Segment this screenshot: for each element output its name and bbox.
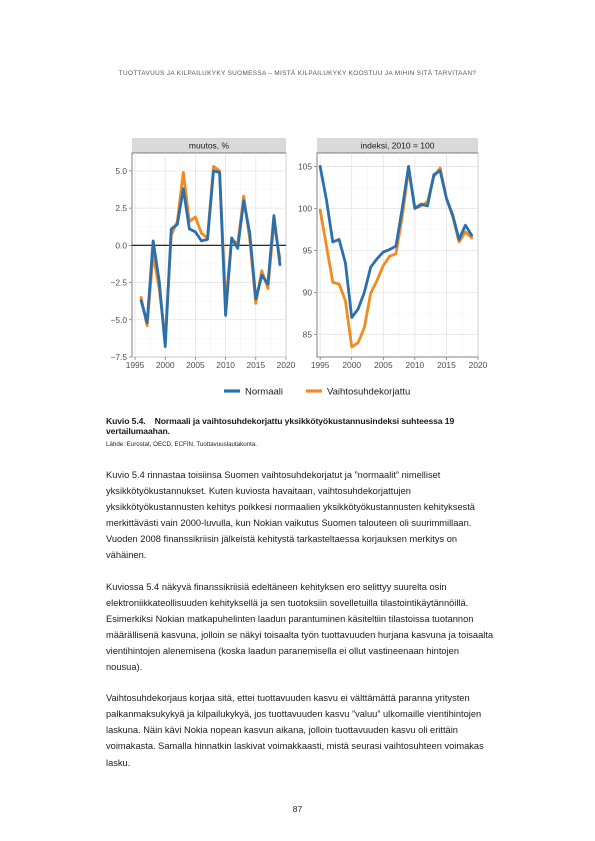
chart-panel-change: muutos, % 1995 2000 2005 2010 2015 2020 5.0 2.5… [110,138,296,370]
caption-text: Normaali ja vaihtosuhdekorjattu yksikköt… [106,416,455,436]
x-tick-label: 2005 [186,360,205,370]
body-paragraph: Kuvio 5.4 rinnastaa toisiinsa Suomen vai… [106,470,475,561]
plot-area [131,152,287,358]
caption-title: Kuvio 5.4. Normaali ja vaihtosuhdekorjatt… [106,416,506,436]
x-tick-label: 1995 [311,360,330,370]
body-paragraph: Kuviossa 5.4 näkyvä finanssikriisiä edel… [106,581,494,673]
body-paragraph: Vaihtosuhdekorjaus korjaa sitä, ettei tu… [106,693,484,768]
panel-title: muutos, % [189,141,230,151]
panel-strip [132,138,286,153]
figure-caption: Kuvio 5.4. Normaali ja vaihtosuhdekorjatt… [106,416,506,448]
x-tick-label: 2000 [156,360,175,370]
y-tick-label: −7.5 [110,352,127,362]
legend-label-vaihtosuhdekorjattu: Vaihtosuhdekorjattu [327,387,410,398]
y-tick-label: 100 [298,203,312,213]
x-tick-label: 2015 [437,360,456,370]
x-tick-label: 1995 [126,360,145,370]
x-tick-label: 2010 [216,360,235,370]
running-header: TUOTTAVUUS JA KILPAILUKYKY SUOMESSA – MI… [118,70,477,77]
y-tick-label: 2.5 [115,203,127,213]
caption-source: Lähde: Eurostat, OECD, ECFIN, Tuottavuus… [106,441,257,448]
x-tick-label: 2015 [246,360,265,370]
legend-label-normaali: Normaali [245,387,283,398]
body-text: Kuvio 5.4 rinnastaa toisiinsa Suomen vai… [106,467,494,786]
y-tick-label: 0.0 [115,240,127,250]
page-number: 87 [292,804,303,814]
y-tick-label: 85 [303,329,313,339]
axis-ticks: 1995 2000 2005 2010 2015 2020 105 100 95 90 85 [298,161,488,370]
gridlines [132,153,287,358]
y-tick-label: 95 [303,245,313,255]
x-tick-label: 2020 [277,360,296,370]
series-line-normaali [318,165,474,319]
chart-panel-index: indeksi, 2010 = 100 1995 2000 2005 2010 2015… [298,138,488,370]
chart-legend: Normaali Vaihtosuhdekorjattu [224,387,410,398]
y-tick-label: 90 [303,287,313,297]
x-tick-label: 2005 [374,360,393,370]
y-tick-label: 5.0 [115,166,127,176]
panel-title: indeksi, 2010 = 100 [361,141,435,151]
caption-number: Kuvio 5.4. [106,416,146,426]
series-lines [318,165,474,349]
y-tick-label: −2.5 [110,278,127,288]
series-lines [132,164,286,348]
plot-area [316,152,479,358]
y-tick-label: 105 [298,161,312,171]
axis-ticks: 1995 2000 2005 2010 2015 2020 5.0 2.5 0.0 −2.5 −5.… [110,166,295,370]
series-line-normaali [139,169,282,348]
x-tick-label: 2020 [469,360,488,370]
panel-strip [317,138,478,153]
x-tick-label: 2010 [406,360,425,370]
figure-chart: muutos, % 1995 2000 2005 2010 2015 2020 5.0 2.5… [110,138,488,398]
y-tick-label: −5.0 [110,315,127,325]
x-tick-label: 2000 [342,360,361,370]
